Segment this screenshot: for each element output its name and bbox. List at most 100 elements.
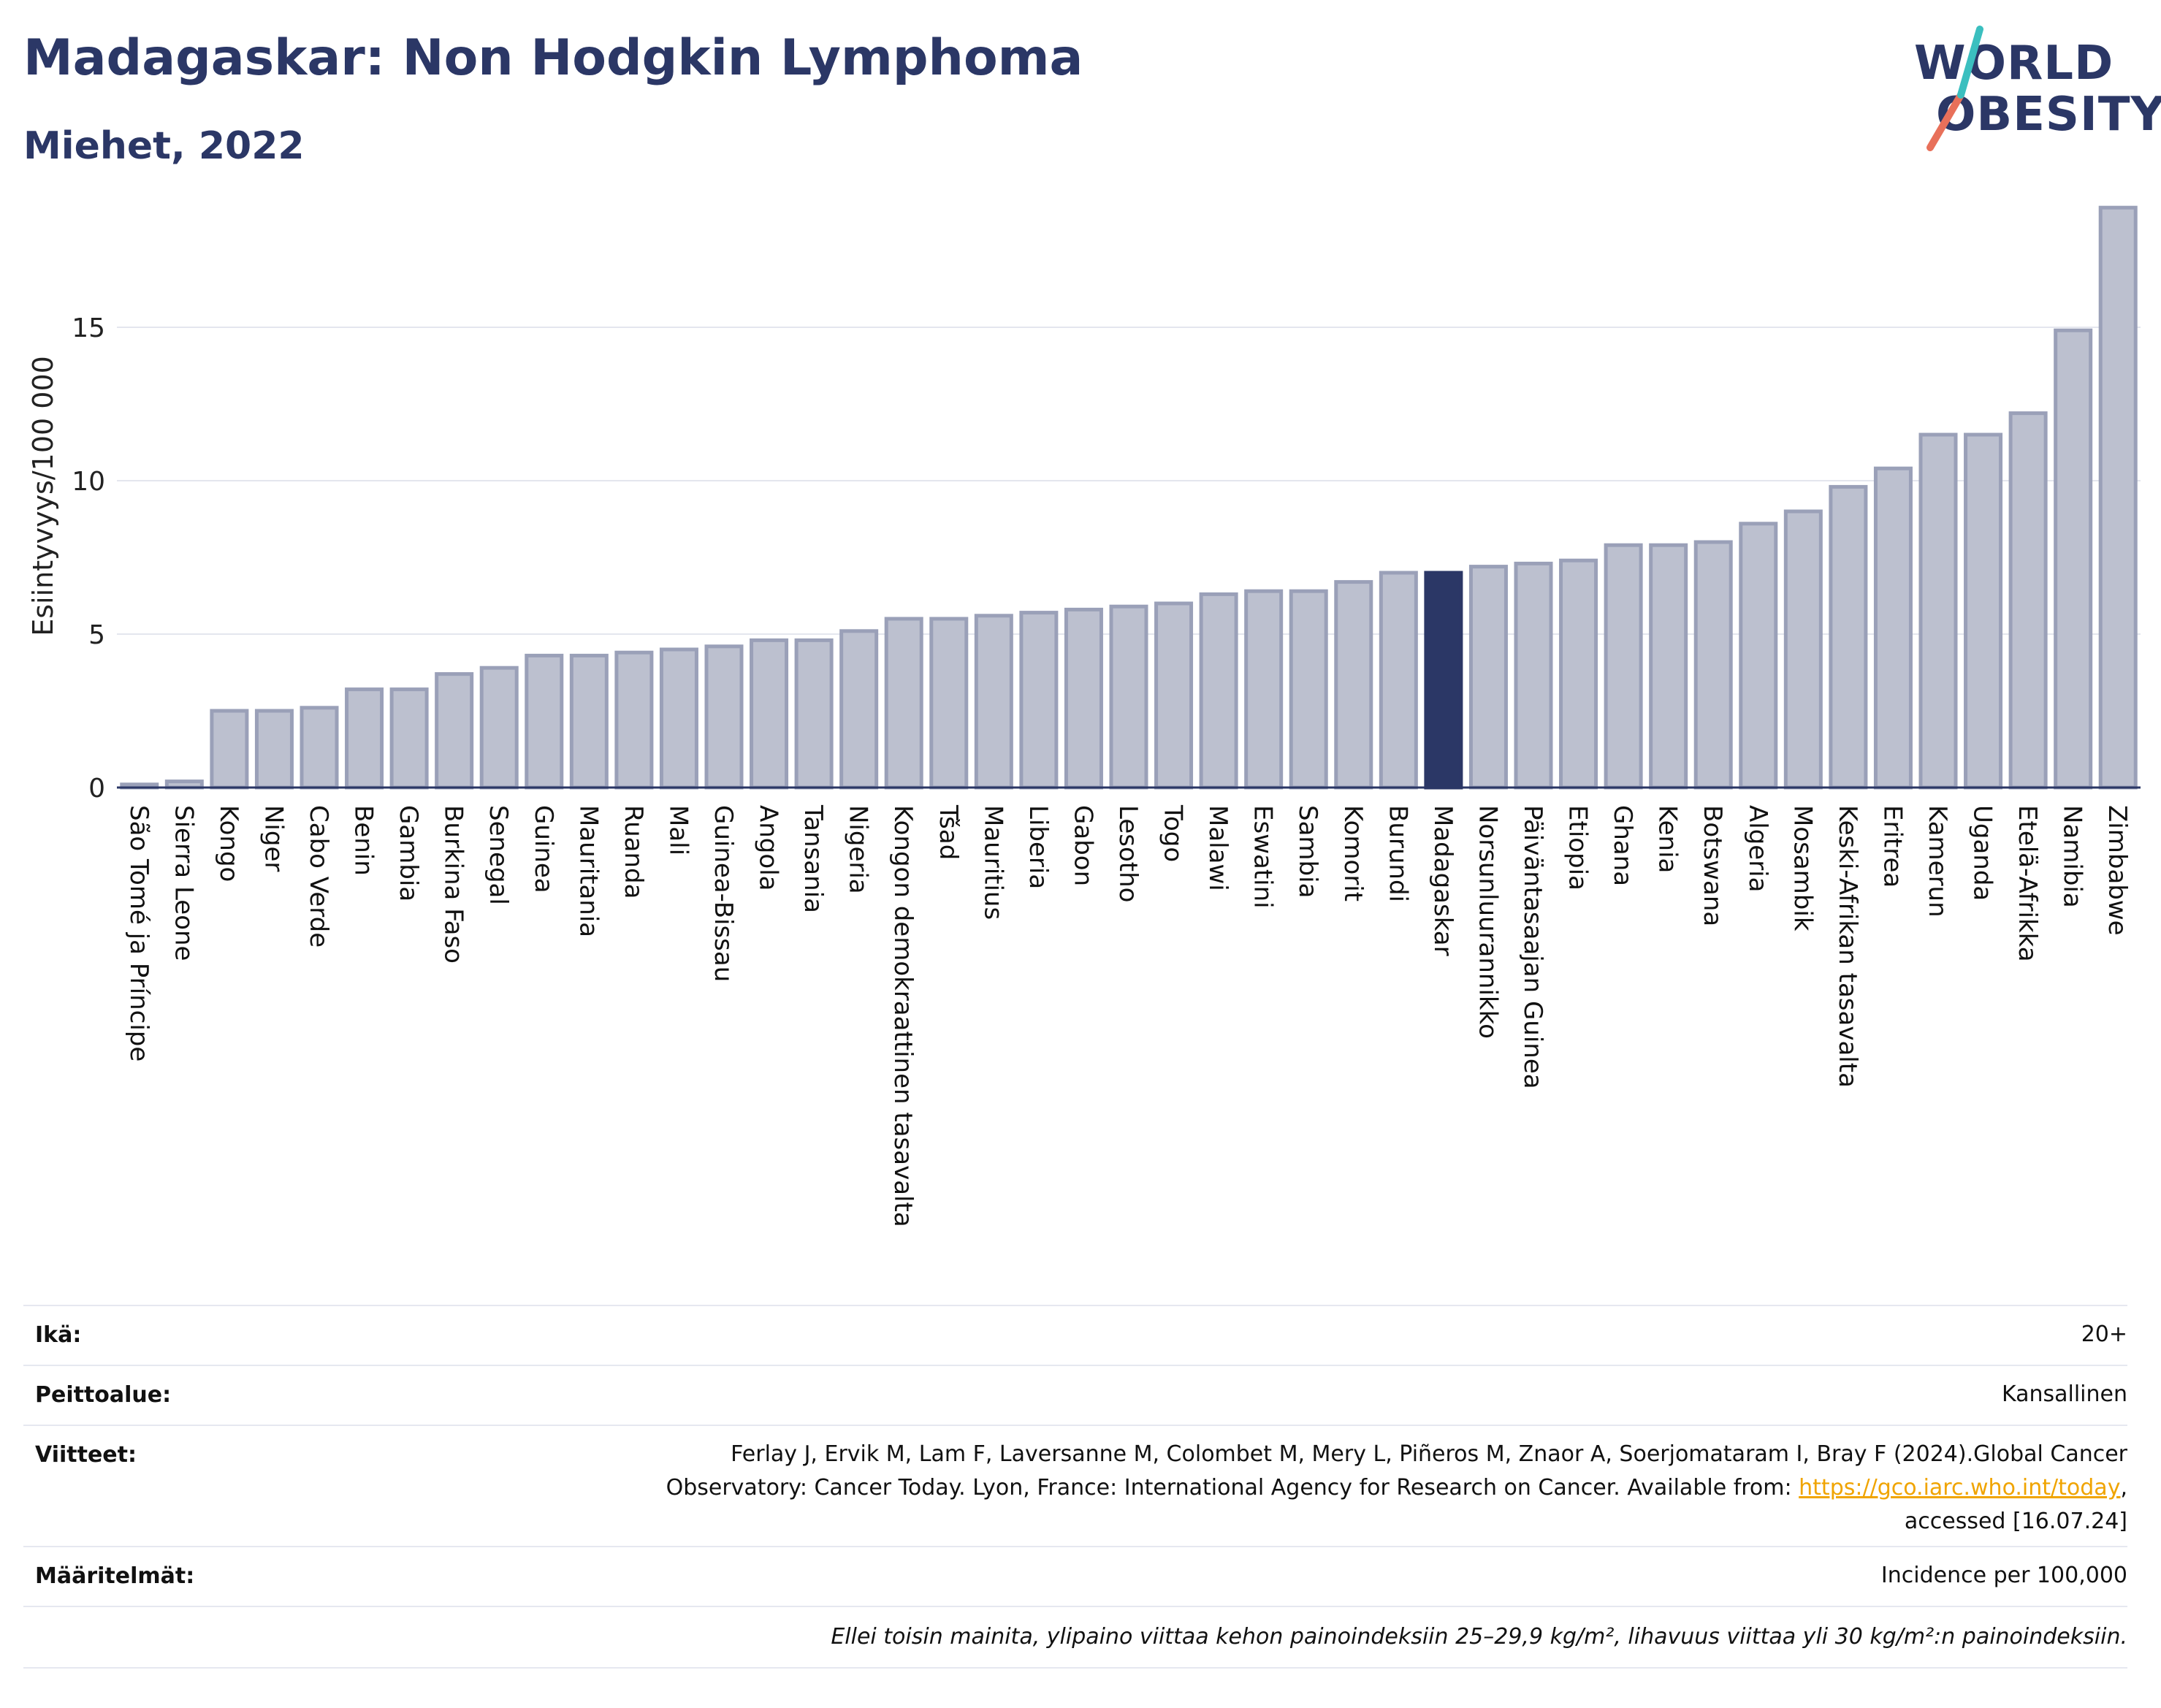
logo-line-2: OBESITY (1936, 88, 2161, 142)
bar-highlighted (1424, 571, 1463, 790)
bar (435, 672, 474, 790)
y-tick-label: 15 (72, 313, 105, 343)
bar (1604, 543, 1643, 790)
bar (2008, 411, 2048, 790)
x-tick-label: Ghana (1608, 805, 1637, 886)
references-line-2-text: Observatory: Cancer Today. Lyon, France:… (666, 1475, 1799, 1501)
obesity-definition-note: Ellei toisin mainita, ylipaino viittaa k… (831, 1624, 2127, 1650)
x-tick-label: Etelä-Afrikka (2013, 805, 2042, 962)
x-tick-label: Mauritania (573, 805, 603, 937)
references-line-3: accessed [16.07.24] (1904, 1509, 2127, 1534)
x-tick-label: Senegal (484, 805, 513, 905)
bar (300, 706, 339, 790)
bar (1559, 558, 1598, 790)
bar (1964, 432, 2003, 790)
definitions-label: Määritelmät: (35, 1563, 195, 1589)
bar (1199, 592, 1238, 790)
x-tick-label: Tansania (799, 804, 828, 913)
meta-row-coverage: Peittoalue: Kansallinen (23, 1365, 2127, 1425)
meta-row-note: Ellei toisin mainita, ylipaino viittaa k… (23, 1606, 2127, 1669)
references-line-1: Ferlay J, Ervik M, Lam F, Laversanne M, … (731, 1441, 2127, 1467)
x-tick-label: Algeria (1743, 805, 1772, 892)
x-tick-label: Lesotho (1113, 805, 1143, 902)
bar (704, 644, 744, 790)
age-label: Ikä: (35, 1322, 82, 1348)
definitions-value: Incidence per 100,000 (1880, 1563, 2127, 1588)
references-label: Viitteet: (35, 1442, 137, 1468)
x-tick-label: Mauritius (978, 805, 1007, 920)
references-link[interactable]: https://gco.iarc.who.int/today (1799, 1475, 2121, 1501)
x-tick-label: Nigeria (844, 805, 873, 894)
y-tick-label: 10 (72, 467, 105, 497)
x-tick-label: Namibia (2058, 805, 2087, 908)
y-tick-label: 5 (88, 620, 105, 650)
bar (1379, 571, 1418, 790)
bar (659, 647, 698, 790)
bar (525, 653, 564, 790)
page-subtitle: Miehet, 2022 (23, 124, 305, 168)
bar (794, 638, 834, 790)
x-tick-label: Botswana (1698, 805, 1727, 926)
bar (2098, 205, 2138, 790)
bar (1289, 589, 1328, 790)
x-tick-label: Angola (754, 805, 783, 891)
bar (210, 709, 249, 790)
page-title: Madagaskar: Non Hodgkin Lymphoma (23, 29, 1083, 87)
bar (750, 638, 789, 790)
bar (1829, 484, 1868, 790)
bar (1918, 432, 1958, 790)
bar (389, 687, 429, 790)
x-tick-label: São Tomé ja Príncipe (124, 805, 153, 1061)
bar (569, 653, 609, 790)
x-tick-label: Uganda (1968, 805, 1997, 901)
x-tick-label: Sierra Leone (169, 805, 198, 961)
x-tick-label: Kongo (214, 805, 243, 882)
bar (345, 687, 384, 790)
x-tick-label: Kamerun (1923, 805, 1952, 918)
meta-row-definitions: Määritelmät: Incidence per 100,000 (23, 1546, 2127, 1606)
world-obesity-logo: WORLD OBESITY (1899, 22, 2161, 161)
coverage-label: Peittoalue: (35, 1382, 172, 1408)
x-tick-label: Eritrea (1878, 805, 1907, 888)
x-tick-label: Ruanda (619, 805, 648, 899)
bar (929, 617, 969, 790)
x-tick-label: Niger (259, 805, 288, 872)
bar (479, 666, 519, 790)
bar (1064, 607, 1103, 790)
bar (884, 617, 923, 790)
x-tick-label: Eswatini (1249, 805, 1278, 909)
bar (1334, 580, 1373, 790)
meta-row-age: Ikä: 20+ (23, 1305, 2127, 1365)
bar (1514, 561, 1553, 790)
x-tick-label: Cabo Verde (304, 805, 333, 948)
x-tick-label: Komorit (1338, 805, 1368, 901)
x-tick-label: Tšad (934, 804, 963, 860)
bar (1739, 522, 1778, 790)
x-tick-label: Burundi (1383, 805, 1412, 902)
x-tick-label: Zimbabwe (2103, 805, 2132, 936)
x-tick-label: Kongon demokraattinen tasavalta (888, 805, 918, 1227)
x-tick-label: Päiväntasaajan Guinea (1518, 805, 1547, 1089)
bar (1019, 611, 1059, 790)
bar (1109, 604, 1148, 790)
coverage-value: Kansallinen (2001, 1381, 2127, 1407)
bar (1154, 601, 1194, 790)
x-tick-label: Mosambik (1788, 805, 1817, 931)
references-line-2: Observatory: Cancer Today. Lyon, France:… (666, 1471, 2127, 1505)
bar (1783, 509, 1823, 790)
x-tick-label: Malawi (1203, 805, 1232, 891)
bar (1468, 565, 1508, 790)
references-line-2-end: , (2120, 1475, 2127, 1501)
meta-row-references: Viitteet: Ferlay J, Ervik M, Lam F, Lave… (23, 1425, 2127, 1546)
bar (1244, 589, 1284, 790)
references-value: Ferlay J, Ervik M, Lam F, Laversanne M, … (666, 1438, 2127, 1539)
x-tick-label: Madagaskar (1428, 805, 1457, 956)
x-tick-label: Norsunluurannikko (1473, 805, 1502, 1039)
bar (2054, 328, 2093, 790)
y-tick-label: 0 (88, 774, 105, 804)
bar (1649, 543, 1688, 790)
bar (839, 629, 879, 790)
y-axis-label: Esiintyvyys/100 000 (27, 356, 59, 636)
x-tick-label: Etiopia (1563, 805, 1593, 891)
x-tick-label: Benin (349, 805, 378, 876)
